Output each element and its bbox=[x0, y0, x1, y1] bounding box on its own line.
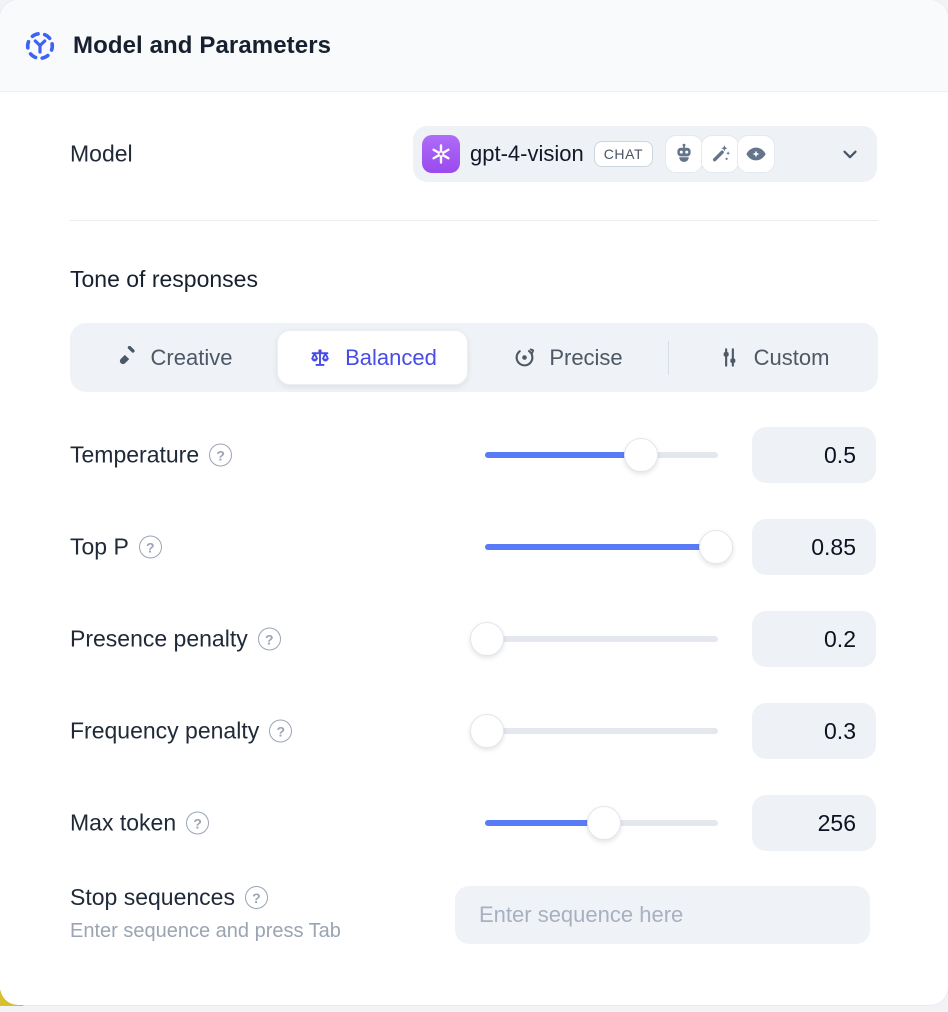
sliders-icon bbox=[723, 348, 735, 367]
tone-option-label: Balanced bbox=[345, 344, 437, 370]
frequency-penalty-value[interactable]: 0.3 bbox=[752, 703, 876, 759]
robot-icon bbox=[665, 135, 704, 173]
section-divider bbox=[70, 220, 878, 221]
temperature-slider[interactable] bbox=[485, 438, 718, 472]
max-token-value[interactable]: 256 bbox=[752, 795, 876, 851]
stop-sequences-row: Stop sequences ? Enter sequence and pres… bbox=[70, 884, 878, 948]
model-select[interactable]: gpt-4-vision CHAT bbox=[413, 126, 877, 182]
panel-body: Model gpt-4-vision CHAT bbox=[0, 92, 948, 1004]
slider-thumb[interactable] bbox=[470, 622, 505, 656]
tone-option-label: Creative bbox=[150, 344, 233, 370]
top-p-value[interactable]: 0.85 bbox=[752, 519, 876, 575]
slider-thumb[interactable] bbox=[624, 438, 659, 472]
segmented-divider bbox=[668, 340, 669, 375]
presence-penalty-slider[interactable] bbox=[470, 622, 718, 656]
target-icon bbox=[515, 348, 535, 367]
tone-segmented-control: Creative Balanced bbox=[70, 323, 878, 392]
param-row-top-p: Top P ? 0.85 bbox=[70, 519, 878, 575]
model-type-badge: CHAT bbox=[593, 141, 654, 167]
openai-logo bbox=[422, 135, 460, 173]
capability-badges bbox=[665, 135, 776, 173]
page-title: Model and Parameters bbox=[73, 31, 332, 59]
magic-wand-icon bbox=[701, 135, 740, 173]
param-row-frequency-penalty: Frequency penalty ? 0.3 bbox=[70, 703, 878, 759]
param-label: Top P bbox=[70, 533, 129, 560]
stop-sequences-hint: Enter sequence and press Tab bbox=[70, 920, 341, 942]
param-label: Frequency penalty bbox=[70, 717, 260, 744]
slider-thumb[interactable] bbox=[698, 530, 733, 564]
param-label: Max token bbox=[70, 809, 177, 836]
param-label: Presence penalty bbox=[70, 625, 248, 652]
presence-penalty-value[interactable]: 0.2 bbox=[752, 611, 876, 667]
panel-header: Model and Parameters bbox=[0, 0, 948, 92]
max-token-slider[interactable] bbox=[485, 806, 718, 840]
model-row: Model gpt-4-vision CHAT bbox=[70, 126, 878, 182]
balance-scale-icon bbox=[311, 348, 329, 366]
tone-heading: Tone of responses bbox=[70, 266, 258, 292]
help-icon[interactable]: ? bbox=[257, 627, 281, 651]
stop-sequence-input[interactable] bbox=[455, 886, 870, 944]
param-row-max-token: Max token ? 256 bbox=[70, 795, 878, 851]
tone-option-creative[interactable]: Creative bbox=[70, 323, 277, 392]
param-row-temperature: Temperature ? 0.5 bbox=[70, 427, 878, 483]
model-node-icon bbox=[25, 31, 55, 60]
tone-option-balanced[interactable]: Balanced bbox=[277, 330, 468, 385]
help-icon[interactable]: ? bbox=[269, 719, 293, 743]
slider-thumb[interactable] bbox=[586, 806, 621, 840]
param-label: Temperature bbox=[70, 441, 200, 468]
tone-option-label: Custom bbox=[753, 344, 830, 370]
help-icon[interactable]: ? bbox=[138, 535, 162, 559]
chevron-down-icon[interactable] bbox=[839, 143, 861, 165]
slider-thumb[interactable] bbox=[470, 714, 505, 748]
paintbrush-icon bbox=[119, 346, 135, 365]
tone-option-precise[interactable]: Precise bbox=[468, 323, 668, 392]
vision-eye-icon bbox=[737, 135, 776, 173]
help-icon[interactable]: ? bbox=[186, 811, 210, 835]
help-icon[interactable]: ? bbox=[244, 886, 268, 909]
help-icon[interactable]: ? bbox=[209, 443, 233, 467]
tone-option-custom[interactable]: Custom bbox=[669, 323, 878, 392]
model-label: Model bbox=[70, 140, 133, 167]
param-row-presence-penalty: Presence penalty ? 0.2 bbox=[70, 611, 878, 667]
frequency-penalty-slider[interactable] bbox=[470, 714, 718, 748]
top-p-slider[interactable] bbox=[485, 530, 733, 564]
temperature-value[interactable]: 0.5 bbox=[752, 427, 876, 483]
tone-option-label: Precise bbox=[549, 344, 623, 370]
model-name: gpt-4-vision bbox=[470, 141, 584, 166]
stop-sequences-label: Stop sequences bbox=[70, 884, 235, 910]
